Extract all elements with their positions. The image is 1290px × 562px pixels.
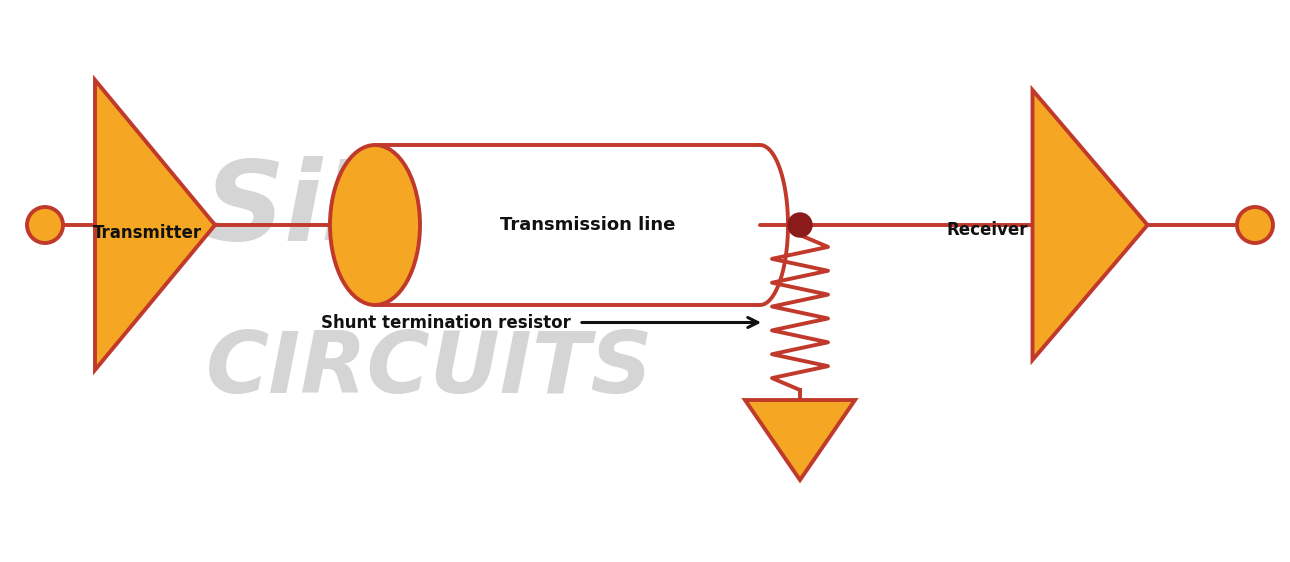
Circle shape xyxy=(788,213,811,237)
Text: Transmission line: Transmission line xyxy=(499,216,675,234)
Circle shape xyxy=(27,207,63,243)
Text: Transmitter: Transmitter xyxy=(93,224,201,242)
Polygon shape xyxy=(375,145,788,305)
Text: Receiver: Receiver xyxy=(946,221,1028,239)
Text: CIRCUITS: CIRCUITS xyxy=(206,329,654,411)
Ellipse shape xyxy=(330,145,421,305)
Polygon shape xyxy=(746,400,855,480)
Text: Shunt termination resistor: Shunt termination resistor xyxy=(321,314,571,332)
Text: SiERRA: SiERRA xyxy=(204,156,655,264)
Circle shape xyxy=(1237,207,1273,243)
Polygon shape xyxy=(1032,90,1148,360)
Polygon shape xyxy=(95,80,215,370)
